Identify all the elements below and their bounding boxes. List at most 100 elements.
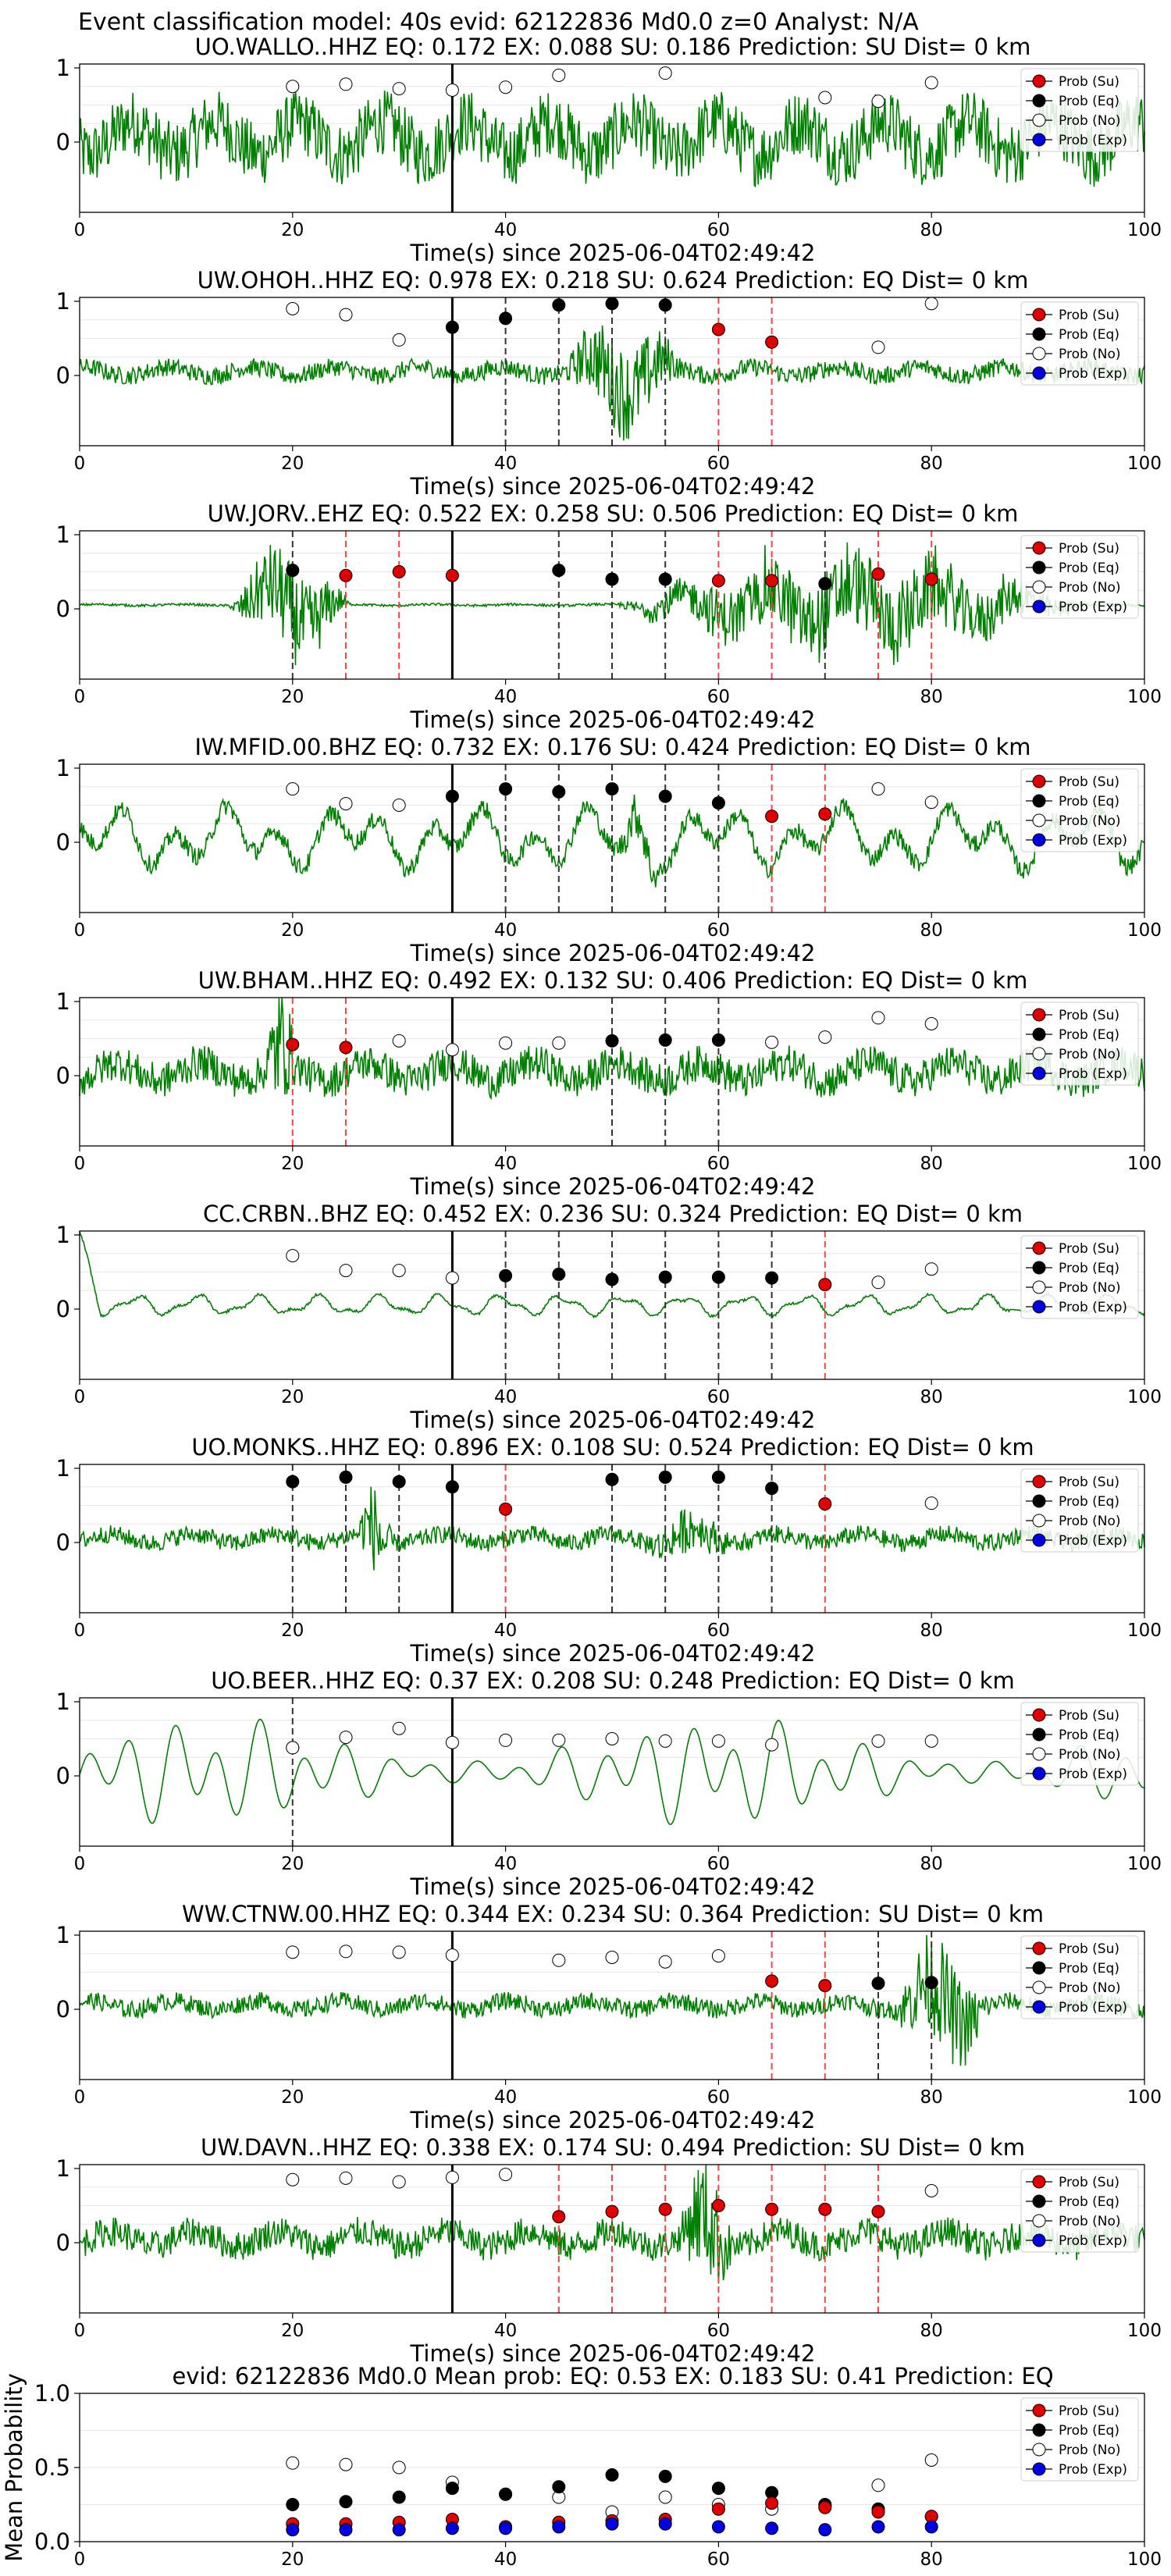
prob-point-no [286,1945,300,1959]
x-tick-label: 60 [707,1621,730,1641]
legend-label-no: Prob (No) [1059,1280,1121,1296]
legend-marker-su [1032,1941,1046,1955]
x-axis-label: Time(s) since 2025-06-04T02:49:42 [410,473,816,500]
panel-title: UW.DAVN..HHZ EQ: 0.338 EX: 0.174 SU: 0.4… [201,2134,1025,2161]
prob-point-eq [711,796,725,810]
axes-frame [79,763,1145,913]
legend-box [1020,1468,1139,1553]
station-panel-4: IW.MFID.00.BHZ EQ: 0.732 EX: 0.176 SU: 0… [56,734,1162,966]
mean-point-eq [392,2490,406,2504]
panel-title: UO.WALLO..HHZ EQ: 0.172 EX: 0.088 SU: 0.… [195,34,1031,60]
mean-point-eq [286,2498,300,2511]
mean-point-exp [871,2520,885,2534]
prob-point-no [339,77,353,91]
legend-label-no: Prob (No) [1059,2443,1121,2458]
x-tick-label: 100 [1127,1387,1162,1407]
y-tick-label: 0 [56,2229,70,2256]
legend-marker-exp [1032,2462,1046,2476]
prob-point-no [605,1732,619,1745]
legend-marker-exp [1032,1066,1046,1080]
prob-point-eq [286,564,300,578]
legend-marker-exp [1032,1300,1046,1314]
y-tick-label: 0 [56,1529,70,1556]
mean-point-eq [711,2482,725,2496]
legend-marker-no [1032,813,1046,827]
mean-point-exp [499,2521,513,2535]
legend-label-su: Prob (Su) [1059,1008,1119,1023]
x-tick-label: 60 [707,2549,730,2570]
x-tick-label: 60 [707,2087,730,2108]
y-tick-label: 1 [56,1688,70,1715]
axes-frame [79,1464,1145,1614]
x-tick-label: 0 [74,1621,86,1641]
legend-marker-eq [1032,1961,1046,1975]
legend-marker-no [1032,1747,1046,1761]
legend-label-su: Prob (Su) [1059,541,1119,557]
x-tick-label: 100 [1127,920,1162,941]
prob-point-no [392,799,406,812]
prob-point-no [339,1944,353,1959]
legend-label-eq: Prob (Eq) [1059,2194,1119,2210]
legend-label-eq: Prob (Eq) [1059,1027,1119,1043]
prob-point-su [605,2204,619,2218]
panel-title: UW.JORV..EHZ EQ: 0.522 EX: 0.258 SU: 0.5… [208,500,1019,527]
seismic-trace [79,90,1145,188]
prob-point-no [765,1738,779,1752]
prob-point-eq [605,1034,619,1048]
mean-point-su [765,2496,779,2510]
prob-point-no [552,1733,566,1747]
x-tick-label: 20 [281,687,304,707]
legend-label-eq: Prob (Eq) [1059,94,1119,109]
x-tick-label: 40 [494,1621,517,1641]
prob-point-su [871,2204,885,2218]
x-tick-label: 20 [281,920,304,941]
prob-point-no [924,1017,938,1030]
prob-point-no [392,2175,406,2189]
legend-box [1020,2169,1139,2253]
station-panel-7: UO.MONKS..HHZ EQ: 0.896 EX: 0.108 SU: 0.… [56,1434,1162,1667]
prob-point-su [445,568,459,582]
prob-point-no [871,94,885,109]
legend-label-eq: Prob (Eq) [1059,2423,1119,2439]
legend-marker-no [1032,2443,1046,2457]
station-panel-10: UW.DAVN..HHZ EQ: 0.338 EX: 0.174 SU: 0.4… [56,2134,1162,2367]
prob-point-eq [605,782,619,796]
y-tick-label: 0.5 [34,2454,70,2481]
legend-marker-su [1032,541,1046,555]
legend-box [1020,535,1139,619]
prob-point-no [605,1951,619,1964]
x-tick-label: 20 [281,2321,304,2341]
legend-label-exp: Prob (Exp) [1059,1300,1127,1315]
prob-point-no [499,2168,513,2182]
legend-marker-su [1032,1241,1046,1255]
legend-label-eq: Prob (Eq) [1059,1727,1119,1743]
y-tick-label: 1 [56,288,70,315]
prob-point-no [552,1953,566,1967]
x-tick-label: 100 [1127,1854,1162,1874]
seismic-trace [79,1230,1145,1319]
prob-point-no [871,782,885,796]
prob-point-no [924,2184,938,2197]
prob-point-eq [711,1033,725,1047]
mean-point-exp [339,2523,353,2537]
prob-point-no [871,340,885,354]
legend-marker-eq [1032,794,1046,808]
x-tick-label: 100 [1127,2321,1162,2341]
prob-point-eq [924,1976,938,1990]
y-tick-label: 1 [56,55,70,81]
prob-point-su [286,1037,300,1051]
prob-point-eq [605,1472,619,1486]
prob-point-su [818,1278,832,1292]
legend-label-no: Prob (No) [1059,813,1121,829]
mean-point-no [658,2490,672,2504]
x-tick-label: 0 [74,454,86,474]
x-tick-label: 20 [281,1154,304,1174]
y-tick-label: 1 [56,521,70,548]
legend-box [1020,1235,1139,1319]
prob-point-eq [658,1033,672,1047]
prob-point-no [445,1948,459,1962]
legend-box [1020,2397,1139,2482]
prob-point-eq [711,1270,725,1284]
legend-marker-exp [1032,133,1046,147]
legend-label-eq: Prob (Eq) [1059,327,1119,343]
